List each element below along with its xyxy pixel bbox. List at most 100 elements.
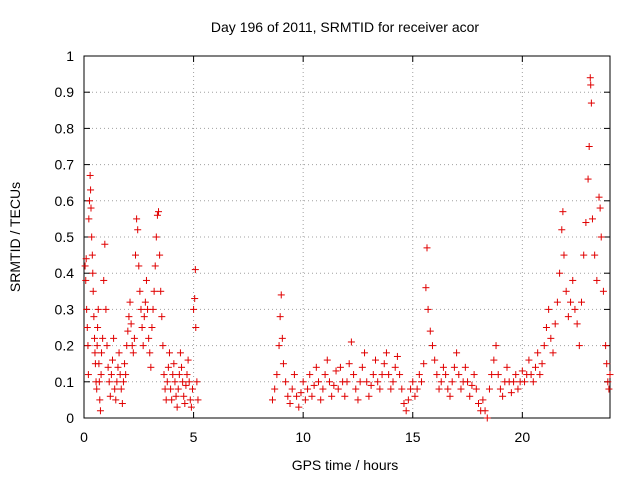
x-tick-label: 0 bbox=[80, 429, 88, 445]
data-point bbox=[420, 360, 428, 368]
data-point bbox=[540, 342, 548, 350]
data-point bbox=[354, 396, 362, 404]
data-point bbox=[174, 385, 182, 393]
data-point bbox=[147, 363, 155, 371]
data-point bbox=[396, 371, 404, 379]
data-point bbox=[571, 305, 579, 313]
data-point bbox=[587, 99, 595, 107]
data-point bbox=[378, 371, 386, 379]
data-point bbox=[435, 385, 443, 393]
data-point bbox=[569, 276, 577, 284]
data-point bbox=[288, 385, 296, 393]
data-point bbox=[130, 334, 138, 342]
data-point bbox=[464, 378, 472, 386]
data-point bbox=[87, 186, 95, 194]
data-point bbox=[295, 403, 303, 411]
data-point bbox=[134, 226, 142, 234]
y-tick-label: 0 bbox=[66, 410, 74, 426]
data-point bbox=[96, 396, 104, 404]
data-point bbox=[448, 378, 456, 386]
data-point bbox=[91, 334, 99, 342]
data-point bbox=[385, 371, 393, 379]
data-point bbox=[510, 378, 518, 386]
data-point bbox=[156, 251, 164, 259]
data-point bbox=[117, 385, 125, 393]
data-point bbox=[580, 251, 588, 259]
data-point bbox=[428, 342, 436, 350]
data-point bbox=[190, 305, 198, 313]
data-point bbox=[301, 396, 309, 404]
data-point bbox=[426, 327, 434, 335]
data-point bbox=[341, 392, 349, 400]
data-point bbox=[114, 363, 122, 371]
data-point bbox=[279, 360, 287, 368]
data-point bbox=[319, 385, 327, 393]
data-point bbox=[93, 385, 101, 393]
data-point bbox=[567, 298, 575, 306]
data-point bbox=[494, 371, 502, 379]
data-point bbox=[549, 349, 557, 357]
data-point bbox=[191, 266, 199, 274]
data-point bbox=[139, 342, 147, 350]
data-points bbox=[81, 74, 614, 422]
data-point bbox=[562, 287, 570, 295]
data-point bbox=[115, 349, 123, 357]
data-point bbox=[83, 305, 91, 313]
data-point bbox=[586, 74, 594, 82]
data-point bbox=[103, 342, 111, 350]
y-tick-label: 0.1 bbox=[55, 374, 75, 390]
data-point bbox=[100, 276, 108, 284]
y-tick-label: 1 bbox=[66, 48, 74, 64]
data-point bbox=[323, 356, 331, 364]
data-point bbox=[132, 251, 140, 259]
data-point bbox=[104, 363, 112, 371]
data-point bbox=[191, 295, 199, 303]
data-point bbox=[534, 349, 542, 357]
data-point bbox=[113, 378, 121, 386]
data-point bbox=[268, 396, 276, 404]
data-point bbox=[84, 371, 92, 379]
data-point bbox=[455, 371, 463, 379]
data-point bbox=[110, 334, 118, 342]
data-point bbox=[485, 385, 493, 393]
data-point bbox=[148, 324, 156, 331]
data-point bbox=[317, 396, 325, 404]
data-point bbox=[488, 371, 496, 379]
data-point bbox=[575, 342, 583, 350]
data-point bbox=[481, 407, 489, 415]
data-point bbox=[89, 269, 97, 277]
data-point bbox=[146, 349, 154, 357]
data-point bbox=[361, 349, 369, 357]
data-point bbox=[133, 215, 141, 223]
data-point bbox=[591, 251, 599, 259]
data-point bbox=[391, 363, 399, 371]
data-point bbox=[596, 204, 604, 212]
data-point bbox=[387, 385, 395, 393]
data-point bbox=[578, 298, 586, 306]
x-axis-label: GPS time / hours bbox=[292, 457, 399, 473]
data-point bbox=[330, 381, 338, 389]
y-tick-label: 0.9 bbox=[55, 84, 75, 100]
data-point bbox=[424, 305, 432, 313]
data-point bbox=[343, 378, 351, 386]
data-point bbox=[89, 287, 97, 295]
data-point bbox=[94, 305, 102, 313]
data-point bbox=[82, 255, 90, 263]
data-point bbox=[95, 378, 103, 386]
data-point bbox=[393, 352, 401, 360]
data-point bbox=[99, 334, 107, 342]
data-point bbox=[512, 371, 520, 379]
data-point bbox=[82, 276, 90, 284]
data-point bbox=[431, 356, 439, 364]
data-point bbox=[126, 298, 134, 306]
data-point bbox=[402, 407, 410, 415]
data-point bbox=[136, 287, 144, 295]
data-point bbox=[538, 360, 546, 368]
data-point bbox=[602, 342, 610, 350]
data-point bbox=[91, 349, 99, 357]
data-point bbox=[138, 324, 146, 331]
data-point bbox=[525, 356, 533, 364]
data-point bbox=[597, 233, 605, 241]
data-point bbox=[499, 392, 507, 400]
data-point bbox=[101, 240, 109, 248]
